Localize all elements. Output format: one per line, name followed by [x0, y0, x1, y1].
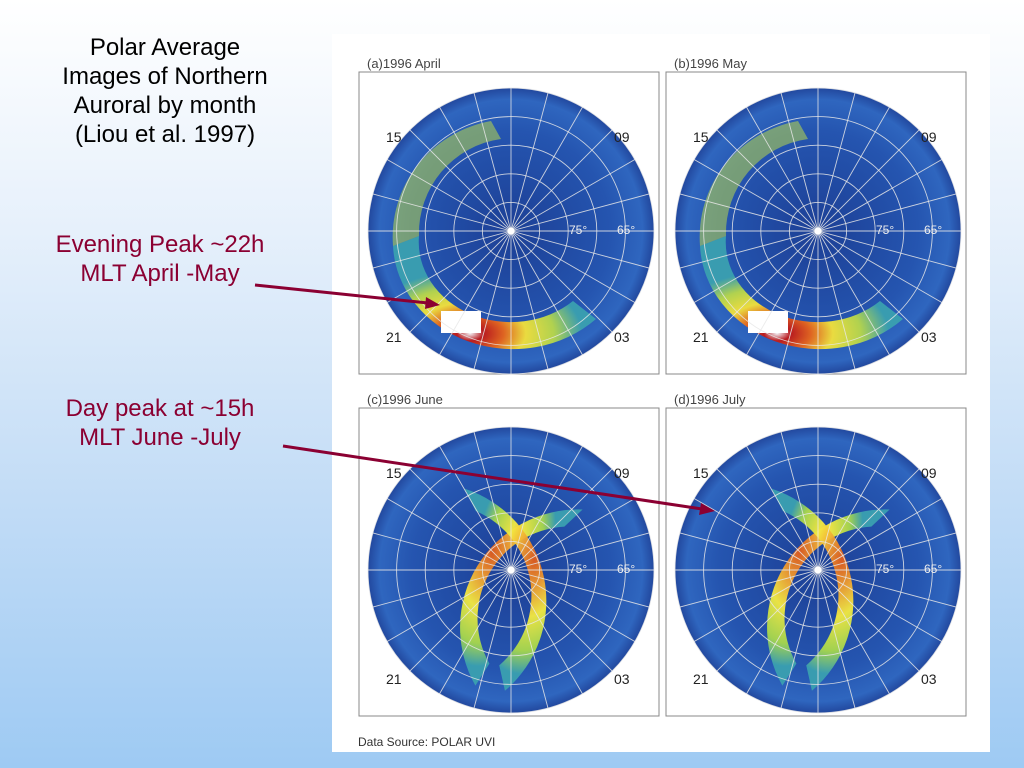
saturated-peak [748, 311, 788, 333]
auroral-figure: (a)1996 April 15 09 21 03 75° 65° (b)1996 May 15… [332, 34, 990, 752]
day-peak-annotation: Day peak at ~15h MLT June -July [15, 394, 305, 452]
auroral-oval [464, 488, 547, 691]
evening-line: Evening Peak ~22h [55, 231, 265, 258]
day-line: MLT June -July [79, 424, 241, 451]
auroral-oval [460, 509, 583, 686]
evening-peak-annotation: Evening Peak ~22h MLT April -May [15, 230, 305, 288]
pole-marker [814, 566, 822, 574]
mlt-label: 15 [693, 465, 709, 481]
auroral-oval [771, 488, 854, 691]
mlt-label: 03 [921, 329, 937, 345]
mlt-label: 21 [693, 671, 709, 687]
polar-panel: (b)1996 May 15 09 21 03 75° 65° [665, 56, 967, 375]
latitude-label: 75° [569, 223, 587, 237]
mlt-label: 03 [614, 671, 630, 687]
mlt-label: 21 [386, 329, 402, 345]
auroral-oval-faint [699, 121, 808, 246]
auroral-oval-faint [392, 121, 501, 246]
mlt-label: 15 [386, 465, 402, 481]
mlt-label: 09 [921, 465, 937, 481]
mlt-label: 09 [614, 465, 630, 481]
latitude-label: 75° [876, 223, 894, 237]
title-line: Polar Average [89, 34, 241, 61]
latitude-label: 65° [617, 562, 635, 576]
latitude-label: 65° [617, 223, 635, 237]
mlt-label: 21 [693, 329, 709, 345]
mlt-label: 15 [386, 129, 402, 145]
panel-label: (c)1996 June [367, 392, 443, 407]
polar-panel: (a)1996 April 15 09 21 03 75° 65° [358, 56, 660, 375]
mlt-label: 03 [614, 329, 630, 345]
polar-panels: (a)1996 April 15 09 21 03 75° 65° (b)1996 May 15… [358, 56, 967, 717]
mlt-label: 21 [386, 671, 402, 687]
slide-title: Polar Average Images of Northern Auroral… [20, 33, 310, 149]
auroral-oval [767, 509, 890, 686]
panel-label: (a)1996 April [367, 56, 441, 71]
title-line: Images of Northern [62, 63, 268, 90]
mlt-label: 03 [921, 671, 937, 687]
polar-panel: (d)1996 July 15 09 21 03 75° 65° [665, 392, 967, 717]
data-source-label: Data Source: POLAR UVI [358, 735, 495, 749]
title-line: (Liou et al. 1997) [74, 121, 256, 148]
title-line: Auroral by month [73, 92, 257, 119]
latitude-label: 75° [569, 562, 587, 576]
pole-marker [507, 566, 515, 574]
polar-panel: (c)1996 June 15 09 21 03 75° 65° [358, 392, 660, 717]
panel-label: (b)1996 May [674, 56, 747, 71]
mlt-label: 09 [614, 129, 630, 145]
latitude-label: 65° [924, 223, 942, 237]
auroral-figure-svg: (a)1996 April 15 09 21 03 75° 65° (b)1996 May 15… [358, 56, 967, 749]
evening-line: MLT April -May [80, 260, 240, 287]
mlt-label: 15 [693, 129, 709, 145]
panel-label: (d)1996 July [674, 392, 746, 407]
pole-marker [507, 227, 515, 235]
day-line: Day peak at ~15h [65, 395, 255, 422]
latitude-label: 65° [924, 562, 942, 576]
pole-marker [814, 227, 822, 235]
saturated-peak [441, 311, 481, 333]
mlt-label: 09 [921, 129, 937, 145]
latitude-label: 75° [876, 562, 894, 576]
